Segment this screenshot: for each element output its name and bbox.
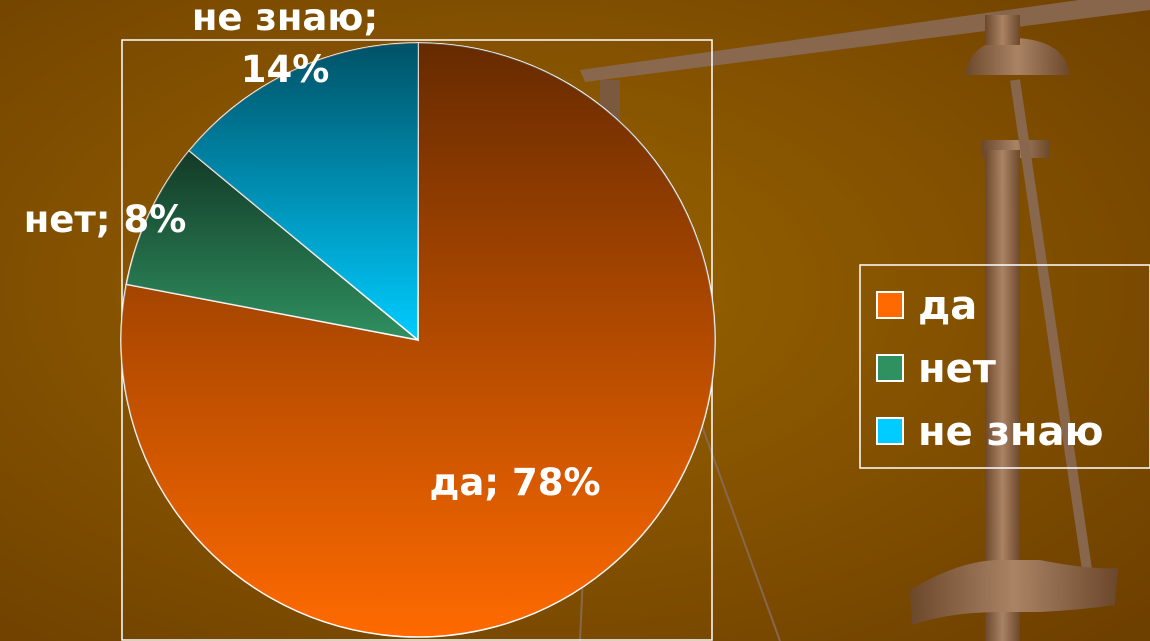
legend-swatch — [877, 418, 903, 444]
legend-label: нет — [918, 346, 997, 392]
data-label: нет; 8% — [24, 198, 187, 241]
legend-label: да — [918, 283, 977, 329]
data-label: да; 78% — [429, 461, 600, 504]
legend-swatch — [877, 355, 903, 381]
slide: да; 78%нет; 8%не знаю;14% данетне знаю — [0, 0, 1150, 641]
legend-label: не знаю — [918, 409, 1103, 455]
legend-swatch — [877, 292, 903, 318]
